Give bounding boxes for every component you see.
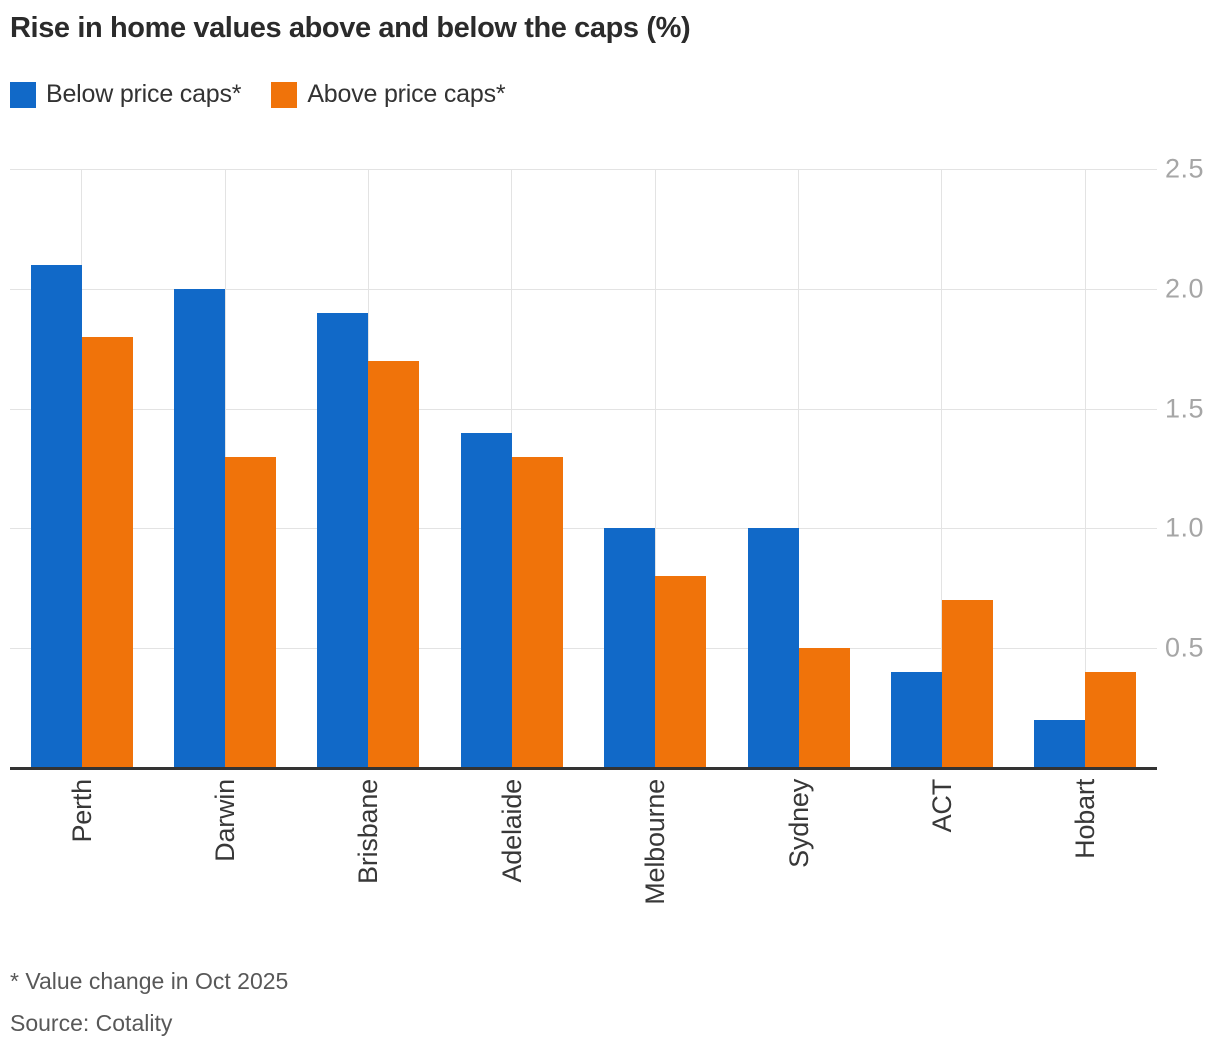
- legend-swatch-below-caps: [10, 81, 36, 108]
- x-axis-line: [10, 767, 1157, 770]
- bar-act-above-caps[interactable]: [941, 600, 993, 768]
- y-tick-label-0.5: 0.5: [1165, 632, 1205, 663]
- gridline-x-act: [941, 169, 943, 768]
- source-credit: Source: Cotality: [10, 1010, 173, 1036]
- legend-item-above-caps: Above price caps*: [271, 80, 506, 109]
- bar-perth-above-caps[interactable]: [81, 336, 133, 768]
- gridline-y-2.0: [10, 288, 1157, 290]
- bar-sydney-below-caps[interactable]: [747, 528, 799, 768]
- gridline-x-sydney: [798, 169, 800, 768]
- x-axis-label-perth: Perth: [66, 779, 97, 843]
- bar-darwin-below-caps[interactable]: [174, 288, 226, 768]
- gridline-x-melbourne: [654, 169, 656, 768]
- bar-act-below-caps[interactable]: [890, 672, 942, 768]
- bar-melbourne-below-caps[interactable]: [604, 528, 656, 768]
- x-axis-label-sydney: Sydney: [783, 779, 814, 868]
- bar-sydney-above-caps[interactable]: [798, 648, 850, 768]
- bar-adelaide-below-caps[interactable]: [460, 432, 512, 768]
- gridline-y-1.0: [10, 528, 1157, 530]
- bar-hobart-below-caps[interactable]: [1034, 720, 1086, 768]
- y-tick-label-1.0: 1.0: [1165, 512, 1205, 543]
- gridline-y-2.5: [10, 169, 1157, 170]
- bar-adelaide-above-caps[interactable]: [511, 456, 563, 768]
- chart-title: Rise in home values above and below the …: [10, 12, 691, 44]
- bar-brisbane-above-caps[interactable]: [368, 360, 420, 768]
- x-axis-label-melbourne: Melbourne: [640, 779, 671, 905]
- x-axis-label-darwin: Darwin: [210, 779, 241, 862]
- bar-melbourne-above-caps[interactable]: [655, 576, 707, 768]
- legend-label-above-caps: Above price caps*: [307, 80, 506, 108]
- bar-hobart-above-caps[interactable]: [1085, 672, 1137, 768]
- x-axis-label-act: ACT: [926, 779, 957, 833]
- bar-darwin-above-caps[interactable]: [225, 456, 277, 768]
- gridline-y-1.5: [10, 408, 1157, 410]
- gridline-x-hobart: [1084, 169, 1086, 768]
- bar-perth-below-caps[interactable]: [30, 264, 82, 768]
- plot-area: [10, 169, 1157, 770]
- y-tick-label-2.5: 2.5: [1165, 153, 1205, 184]
- legend: Below price caps* Above price caps*: [10, 80, 506, 109]
- x-axis-label-hobart: Hobart: [1070, 779, 1101, 859]
- legend-label-below-caps: Below price caps*: [46, 80, 242, 108]
- y-tick-label-2.0: 2.0: [1165, 273, 1205, 304]
- x-axis-label-brisbane: Brisbane: [353, 779, 384, 884]
- bar-brisbane-below-caps[interactable]: [317, 312, 369, 768]
- gridline-y-0.5: [10, 648, 1157, 650]
- x-axis-label-adelaide: Adelaide: [496, 779, 527, 883]
- legend-swatch-above-caps: [271, 81, 298, 108]
- legend-item-below-caps: Below price caps*: [10, 80, 242, 109]
- footnote: * Value change in Oct 2025: [10, 968, 289, 994]
- y-tick-label-1.5: 1.5: [1165, 393, 1205, 424]
